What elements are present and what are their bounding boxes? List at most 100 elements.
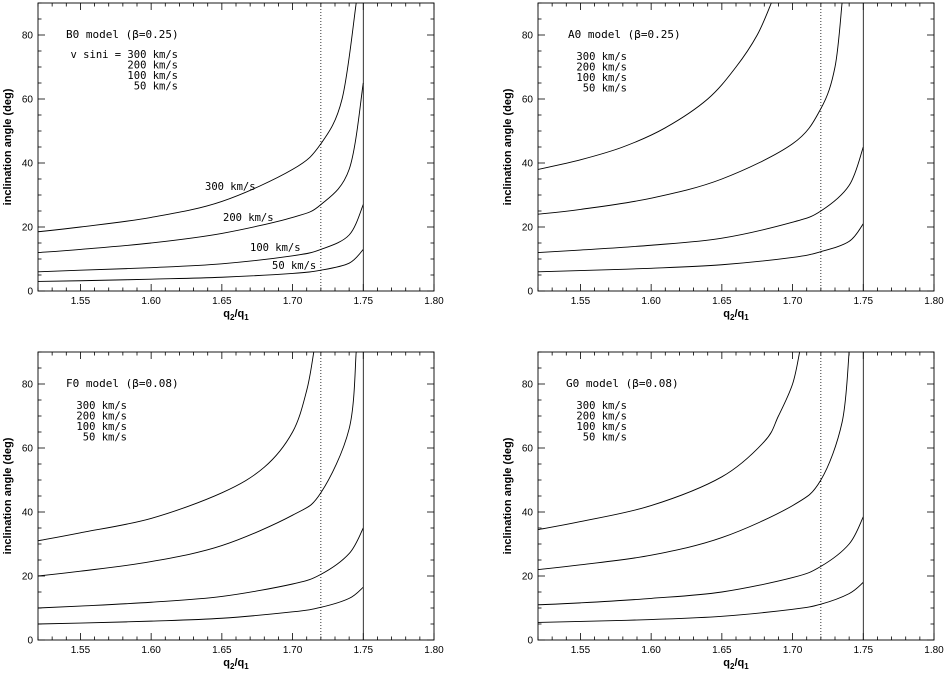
x-tick-label: 1.60: [141, 645, 161, 656]
curve-label: 50 km/s: [272, 260, 316, 272]
series-line-50-kms: [538, 223, 864, 273]
y-tick-label: 0: [27, 287, 33, 298]
series-line-300-kms: [38, 352, 315, 542]
chart-panel-2: 1.55 1.60 1.65 1.70 1.75 1.80 0 20 40 60 80 q2/q1 in…: [2, 351, 444, 671]
y-tick-label: 20: [522, 572, 534, 583]
panel-title: G0 model (β=0.08): [566, 377, 679, 390]
curve-label: 300 km/s: [205, 181, 256, 193]
y-tick-label: 40: [522, 508, 534, 519]
x-tick-label: 1.60: [141, 296, 161, 307]
x-tick-label: 1.70: [783, 645, 803, 656]
x-tick-label: 1.75: [854, 296, 874, 307]
y-tick-label: 60: [22, 444, 34, 455]
plot-frame: [537, 2, 935, 292]
series-line-300-kms: [38, 3, 357, 233]
x-tick-label: 1.80: [424, 296, 444, 307]
x-tick-label: 1.75: [354, 296, 374, 307]
y-tick-label: 20: [22, 572, 34, 583]
legend-entry: 100 km/s: [76, 421, 127, 433]
y-tick-label: 40: [22, 159, 34, 170]
series-line-300-kms: [538, 3, 772, 170]
y-axis-label: inclination angle (deg): [2, 437, 14, 554]
series-line-200-kms: [38, 82, 364, 254]
x-tick-label: 1.70: [283, 645, 303, 656]
y-tick-label: 20: [22, 223, 34, 234]
chart-panel-3: 1.55 1.60 1.65 1.70 1.75 1.80 0 20 40 60 80 q2/q1 in…: [502, 351, 944, 671]
y-tick-label: 0: [527, 287, 533, 298]
x-tick-label: 1.70: [283, 296, 303, 307]
y-tick-label: 80: [522, 380, 534, 391]
x-tick-label: 1.60: [641, 296, 661, 307]
chart-panel-0: 1.55 1.60 1.65 1.70 1.75 1.80 0 20 40 60 80 q2/q1 in…: [2, 2, 444, 322]
chart-panel-1: 1.55 1.60 1.65 1.70 1.75 1.80 0 20 40 60 80 q2/q1 in…: [502, 2, 944, 322]
series-line-100-kms: [538, 146, 864, 254]
x-tick-label: 1.65: [212, 645, 232, 656]
x-tick-label: 1.80: [924, 296, 944, 307]
x-axis-label: q2/q1: [723, 657, 749, 670]
x-tick-label: 1.55: [571, 645, 591, 656]
y-tick-label: 80: [522, 31, 534, 42]
x-tick-label: 1.75: [854, 645, 874, 656]
legend-entry: v sini = 300 km/s: [71, 49, 178, 61]
panel-title: A0 model (β=0.25): [568, 28, 681, 41]
y-tick-label: 60: [522, 95, 534, 106]
y-tick-label: 60: [22, 95, 34, 106]
x-tick-label: 1.80: [424, 645, 444, 656]
x-tick-label: 1.55: [71, 645, 91, 656]
series-line-50-kms: [538, 582, 864, 623]
y-tick-label: 80: [22, 31, 34, 42]
legend-entry: 100 km/s: [576, 421, 627, 433]
legend-entry: 100 km/s: [127, 70, 178, 82]
x-tick-label: 1.65: [712, 296, 732, 307]
legend-entry: 300 km/s: [76, 400, 127, 412]
legend-entry: 50 km/s: [583, 432, 627, 444]
series-line-200-kms: [538, 3, 843, 215]
x-axis-label: q2/q1: [723, 308, 749, 322]
plot-frame: [37, 351, 435, 641]
x-tick-label: 1.65: [712, 645, 732, 656]
x-tick-label: 1.80: [924, 645, 944, 656]
legend-entry: 50 km/s: [83, 432, 127, 444]
x-tick-label: 1.70: [783, 296, 803, 307]
x-axis-label: q2/q1: [223, 308, 249, 322]
x-tick-label: 1.55: [571, 296, 591, 307]
x-tick-label: 1.75: [354, 645, 374, 656]
series-line-50-kms: [38, 586, 364, 625]
series-line-300-kms: [538, 352, 801, 531]
curve-label: 100 km/s: [250, 242, 301, 254]
legend-entry: 300 km/s: [576, 51, 627, 63]
curve-label: 200 km/s: [223, 212, 274, 224]
legend-entry: 50 km/s: [134, 81, 178, 93]
series-line-100-kms: [538, 516, 864, 606]
x-tick-label: 1.55: [71, 296, 91, 307]
x-tick-label: 1.65: [212, 296, 232, 307]
legend-entry: 200 km/s: [576, 62, 627, 74]
series-line-100-kms: [38, 527, 364, 609]
x-tick-label: 1.60: [641, 645, 661, 656]
y-tick-label: 0: [527, 636, 533, 647]
y-axis-label: inclination angle (deg): [502, 88, 514, 205]
legend-entry: 100 km/s: [576, 72, 627, 84]
series-line-200-kms: [38, 352, 357, 577]
y-tick-label: 80: [22, 380, 34, 391]
legend-entry: 200 km/s: [76, 411, 127, 423]
y-tick-label: 40: [522, 159, 534, 170]
legend-entry: 200 km/s: [127, 60, 178, 72]
series-line-50-kms: [38, 249, 364, 282]
y-axis-label: inclination angle (deg): [2, 88, 14, 205]
series-line-100-kms: [38, 204, 364, 273]
legend-entry: 300 km/s: [576, 400, 627, 412]
legend-entry: 200 km/s: [576, 411, 627, 423]
x-axis-label: q2/q1: [223, 657, 249, 670]
series-line-200-kms: [538, 352, 850, 571]
legend-entry: 50 km/s: [583, 83, 627, 95]
y-tick-label: 20: [522, 223, 534, 234]
panel-title: F0 model (β=0.08): [66, 377, 179, 390]
y-tick-label: 40: [22, 508, 34, 519]
panel-title: B0 model (β=0.25): [66, 28, 179, 41]
plot-frame: [537, 351, 935, 641]
y-tick-label: 0: [27, 636, 33, 647]
y-axis-label: inclination angle (deg): [502, 437, 514, 554]
y-tick-label: 60: [522, 444, 534, 455]
